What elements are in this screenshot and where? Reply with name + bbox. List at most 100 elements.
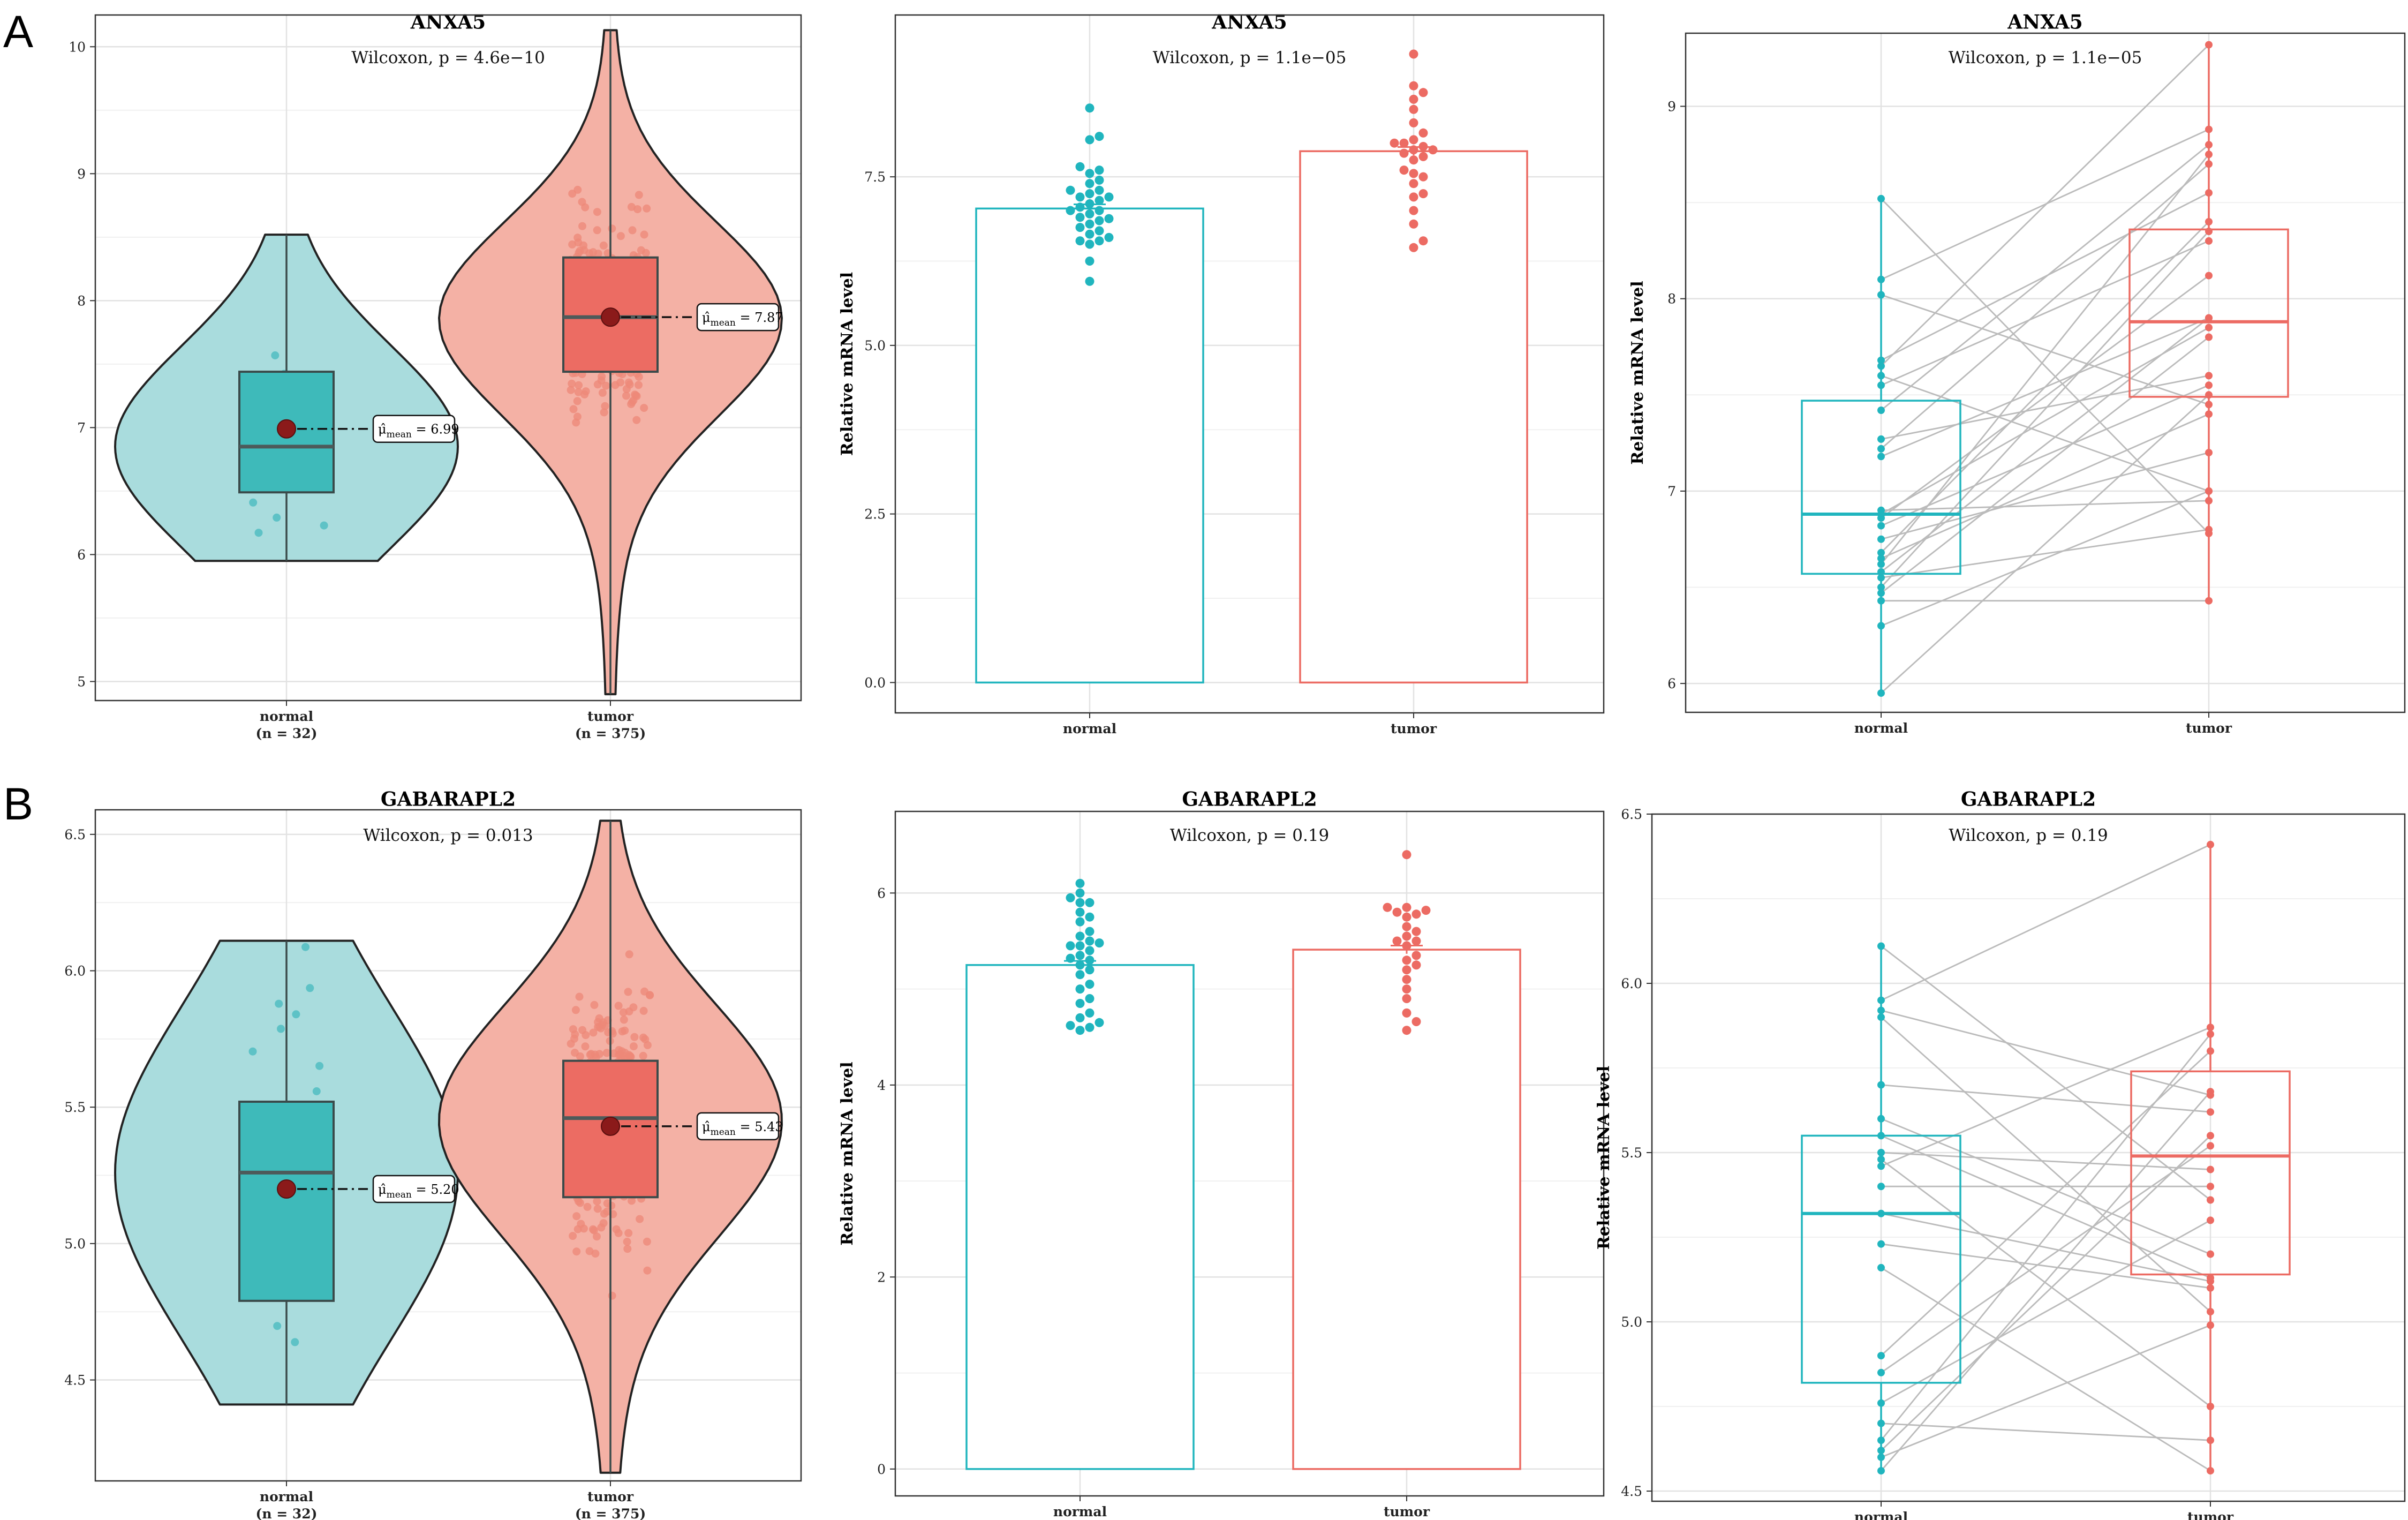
data-point bbox=[593, 1232, 601, 1241]
data-point bbox=[1877, 996, 1885, 1004]
data-point bbox=[580, 246, 588, 254]
data-point bbox=[593, 208, 601, 216]
data-point bbox=[2205, 372, 2213, 380]
pair-line bbox=[1881, 1325, 2211, 1458]
points-normal bbox=[1066, 103, 1114, 286]
data-point bbox=[1411, 960, 1421, 970]
data-point bbox=[1402, 902, 1411, 912]
data-point bbox=[643, 1266, 652, 1275]
y-tick-label: 4.5 bbox=[1621, 1484, 1642, 1499]
data-point bbox=[1085, 965, 1094, 975]
data-point bbox=[1085, 209, 1094, 219]
pair-line bbox=[1881, 1243, 2211, 1289]
y-tick-label: 9 bbox=[77, 166, 86, 182]
data-point bbox=[2205, 323, 2213, 332]
data-point bbox=[1399, 148, 1409, 158]
data-point bbox=[639, 1006, 648, 1015]
mean-symbol: μ̂ bbox=[378, 422, 387, 437]
data-point bbox=[1418, 142, 1428, 151]
data-point bbox=[2207, 1308, 2214, 1316]
chart-title: GABARAPL2 bbox=[1182, 788, 1317, 810]
data-point bbox=[1075, 970, 1085, 980]
data-point bbox=[599, 241, 608, 250]
wilcoxon-annotation: Wilcoxon, p = 0.19 bbox=[1170, 826, 1330, 845]
data-point bbox=[630, 1033, 639, 1041]
x-tick-label-normal: normal bbox=[1854, 1509, 1908, 1520]
y-tick-label: 9 bbox=[1667, 99, 1676, 114]
data-point bbox=[273, 1322, 282, 1330]
data-point bbox=[1418, 236, 1428, 246]
data-point bbox=[602, 1049, 611, 1057]
data-point bbox=[1075, 202, 1085, 212]
data-point bbox=[271, 351, 280, 359]
data-point bbox=[1409, 81, 1418, 91]
pair-line bbox=[1881, 375, 2209, 492]
data-point bbox=[578, 198, 586, 206]
data-point bbox=[1409, 219, 1418, 229]
y-tick-label: 8 bbox=[1667, 291, 1676, 307]
data-point bbox=[1877, 554, 1885, 562]
mean-label-text: μ̂mean = 5.20 bbox=[378, 1182, 459, 1200]
data-point bbox=[1094, 216, 1104, 225]
data-point bbox=[2205, 496, 2213, 505]
data-point bbox=[569, 405, 578, 413]
data-point bbox=[1877, 942, 1885, 950]
data-point bbox=[572, 1247, 581, 1256]
data-point bbox=[1409, 179, 1418, 189]
data-point bbox=[1877, 1006, 1885, 1014]
data-point bbox=[1085, 980, 1094, 989]
data-point bbox=[612, 1225, 621, 1233]
y-tick-label: 6.5 bbox=[1621, 807, 1642, 822]
data-point bbox=[291, 1338, 299, 1346]
y-tick-label: 6 bbox=[877, 885, 886, 901]
x-tick-label-normal: normal bbox=[260, 709, 313, 724]
box-normal bbox=[238, 1101, 335, 1302]
data-point bbox=[1390, 138, 1399, 148]
pair-line bbox=[1881, 1267, 2211, 1472]
data-point bbox=[1409, 243, 1418, 252]
pair-line bbox=[1881, 1158, 2211, 1408]
y-tick-label: 5.0 bbox=[864, 338, 886, 353]
data-point bbox=[1075, 898, 1085, 907]
data-point bbox=[2205, 141, 2213, 149]
data-point bbox=[593, 226, 601, 235]
data-point bbox=[1075, 984, 1085, 994]
data-point bbox=[1877, 1081, 1885, 1089]
data-point bbox=[1411, 1017, 1421, 1026]
data-point bbox=[1402, 955, 1411, 965]
data-point bbox=[581, 1042, 590, 1051]
chart-panel-b2: 0 2 4 6 GABARAPL2 Wilcoxon, p = 0.19 Relative … bbox=[838, 788, 1605, 1519]
data-point bbox=[1409, 118, 1418, 127]
data-point bbox=[2207, 1047, 2214, 1055]
data-point bbox=[597, 1024, 605, 1033]
data-point bbox=[622, 392, 630, 400]
data-point bbox=[1075, 223, 1085, 232]
mean-marker-tumor bbox=[601, 307, 620, 327]
x-tick-label-normal: normal bbox=[1854, 720, 1908, 736]
data-point bbox=[1877, 574, 1885, 582]
pair-line bbox=[1881, 413, 2209, 559]
data-point bbox=[573, 412, 582, 421]
data-point bbox=[1409, 49, 1418, 59]
pair-line bbox=[1881, 144, 2209, 411]
data-point bbox=[608, 224, 616, 233]
pair-line bbox=[1880, 154, 2210, 565]
mean-label-box bbox=[696, 1112, 780, 1141]
data-point bbox=[1877, 407, 1885, 414]
y-tick-label: 4.5 bbox=[64, 1373, 86, 1388]
data-point bbox=[1877, 1013, 1885, 1021]
data-point bbox=[582, 1031, 590, 1040]
mean-value: 7.87 bbox=[754, 310, 783, 325]
data-point bbox=[608, 1291, 616, 1300]
data-point bbox=[567, 386, 575, 394]
mean-subscript: mean bbox=[711, 318, 736, 328]
pair-line bbox=[1881, 336, 2209, 594]
x-tick-label-tumor: tumor bbox=[1384, 1504, 1430, 1519]
pair-line bbox=[1881, 385, 2209, 526]
data-point bbox=[600, 1209, 608, 1218]
chart-title: ANXA5 bbox=[1211, 11, 1287, 33]
points-tumor bbox=[2205, 41, 2213, 605]
data-point bbox=[1877, 372, 1885, 380]
data-point bbox=[2207, 1467, 2214, 1475]
pair-line bbox=[1881, 490, 2209, 627]
